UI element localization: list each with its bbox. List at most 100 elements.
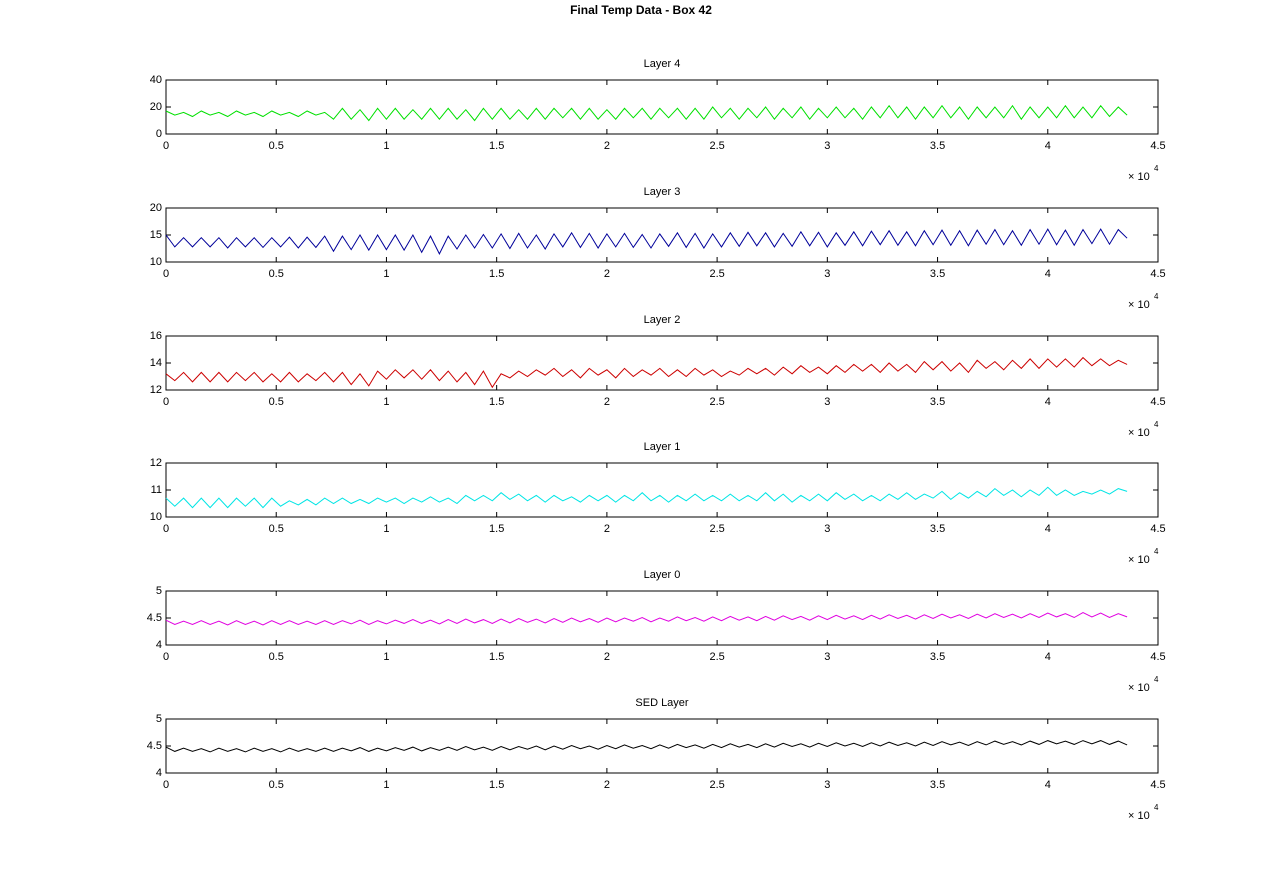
x-tick-label: 2.5 <box>709 268 724 280</box>
x-tick-label: 1.5 <box>489 396 504 408</box>
data-line <box>165 612 1128 626</box>
x-tick-label: 2 <box>604 523 610 535</box>
x-tick-label: 3.5 <box>930 396 945 408</box>
x-tick-label: 0.5 <box>269 779 284 791</box>
x-tick-label: 0 <box>163 396 169 408</box>
x-tick-label: 2 <box>604 140 610 152</box>
x-tick-label: 4 <box>1045 396 1051 408</box>
subplot-title: Layer 2 <box>644 314 681 326</box>
x-tick-label: 0 <box>163 140 169 152</box>
y-tick-label: 4 <box>156 639 162 651</box>
x-tick-label: 3 <box>824 396 830 408</box>
axes-box <box>165 335 1159 391</box>
y-tick-label: 4 <box>156 767 162 779</box>
x-exponent: 4 <box>1154 675 1159 684</box>
y-tick-label: 4.5 <box>147 740 162 752</box>
x-tick-label: 0 <box>163 268 169 280</box>
x-tick-label: 2.5 <box>709 651 724 663</box>
x-tick-label: 2.5 <box>709 523 724 535</box>
axes-box <box>165 590 1159 646</box>
x-tick-label: 2.5 <box>709 140 724 152</box>
y-tick-label: 11 <box>151 484 162 496</box>
y-tick-label: 12 <box>150 457 162 469</box>
x-tick-label: 4.5 <box>1150 268 1165 280</box>
x-tick-label: 3 <box>824 651 830 663</box>
x-tick-label: 1 <box>383 268 389 280</box>
y-tick-label: 20 <box>150 202 162 214</box>
y-tick-label: 12 <box>150 384 162 396</box>
x-tick-label: 1 <box>383 779 389 791</box>
x-tick-label: 0.5 <box>269 523 284 535</box>
y-tick-label: 20 <box>150 101 162 113</box>
axes-box <box>165 79 1159 135</box>
data-line <box>165 228 1128 256</box>
x-tick-label: 2 <box>604 779 610 791</box>
x-tick-label: 3 <box>824 523 830 535</box>
x-multiplier: × 10 <box>1128 682 1150 694</box>
x-tick-label: 1 <box>383 523 389 535</box>
figure-title: Final Temp Data - Box 42 <box>570 3 712 17</box>
x-tick-label: 1 <box>383 140 389 152</box>
y-tick-label: 5 <box>156 713 162 725</box>
x-tick-label: 3.5 <box>930 779 945 791</box>
x-tick-label: 3.5 <box>930 523 945 535</box>
y-tick-label: 10 <box>150 256 162 268</box>
x-tick-label: 1 <box>383 396 389 408</box>
x-tick-label: 0.5 <box>269 396 284 408</box>
x-multiplier: × 10 <box>1128 171 1150 183</box>
x-tick-label: 4.5 <box>1150 779 1165 791</box>
x-tick-label: 1.5 <box>489 651 504 663</box>
axes-box <box>165 207 1159 263</box>
x-tick-label: 0.5 <box>269 140 284 152</box>
x-multiplier: × 10 <box>1128 299 1150 311</box>
x-tick-label: 2 <box>604 268 610 280</box>
data-line <box>165 486 1128 509</box>
x-multiplier: × 10 <box>1128 427 1150 439</box>
y-tick-label: 16 <box>150 330 162 342</box>
x-tick-label: 2.5 <box>709 396 724 408</box>
x-tick-label: 2 <box>604 651 610 663</box>
x-tick-label: 1 <box>383 651 389 663</box>
x-multiplier: × 10 <box>1128 810 1150 822</box>
x-tick-label: 4 <box>1045 779 1051 791</box>
subplot-title: Layer 0 <box>644 569 681 581</box>
x-tick-label: 3.5 <box>930 651 945 663</box>
x-tick-label: 1.5 <box>489 523 504 535</box>
subplot-title: SED Layer <box>635 697 689 709</box>
x-tick-label: 4 <box>1045 140 1051 152</box>
x-tick-label: 4.5 <box>1150 651 1165 663</box>
data-line <box>165 740 1128 753</box>
x-tick-label: 1.5 <box>489 779 504 791</box>
axes-box <box>165 462 1159 518</box>
x-tick-label: 3 <box>824 268 830 280</box>
x-tick-label: 3 <box>824 140 830 152</box>
y-tick-label: 0 <box>156 128 162 140</box>
y-tick-label: 14 <box>150 357 162 369</box>
x-exponent: 4 <box>1154 164 1159 173</box>
x-exponent: 4 <box>1154 803 1159 812</box>
x-tick-label: 0 <box>163 523 169 535</box>
data-line <box>165 356 1128 389</box>
x-tick-label: 2 <box>604 396 610 408</box>
x-tick-label: 4 <box>1045 268 1051 280</box>
x-tick-label: 0.5 <box>269 268 284 280</box>
x-tick-label: 3.5 <box>930 268 945 280</box>
x-tick-label: 1.5 <box>489 140 504 152</box>
y-tick-label: 10 <box>150 511 162 523</box>
x-tick-label: 1.5 <box>489 268 504 280</box>
x-tick-label: 4.5 <box>1150 396 1165 408</box>
x-exponent: 4 <box>1154 420 1159 429</box>
x-tick-label: 2.5 <box>709 779 724 791</box>
x-tick-label: 4 <box>1045 651 1051 663</box>
x-tick-label: 0 <box>163 779 169 791</box>
x-tick-label: 4.5 <box>1150 523 1165 535</box>
x-tick-label: 0 <box>163 651 169 663</box>
subplot-title: Layer 4 <box>644 58 681 70</box>
x-multiplier: × 10 <box>1128 554 1150 566</box>
y-tick-label: 40 <box>150 74 162 86</box>
x-tick-label: 4.5 <box>1150 140 1165 152</box>
x-exponent: 4 <box>1154 547 1159 556</box>
y-tick-label: 15 <box>150 229 162 241</box>
subplot-title: Layer 1 <box>644 441 681 453</box>
y-tick-label: 5 <box>156 585 162 597</box>
